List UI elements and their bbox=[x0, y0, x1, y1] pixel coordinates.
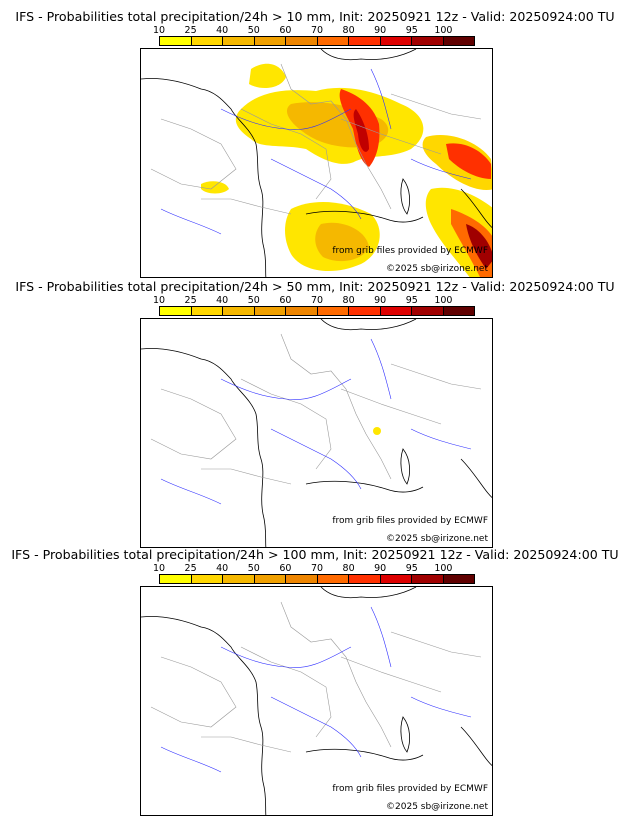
colorbar-tick-label: 95 bbox=[405, 563, 418, 574]
precip-map bbox=[141, 319, 492, 547]
colorbar-segment bbox=[349, 575, 381, 583]
colorbar-tick-label: 50 bbox=[247, 295, 260, 306]
country-borders bbox=[150, 333, 482, 485]
colorbar-segment bbox=[380, 575, 412, 583]
colorbar-segment bbox=[380, 37, 412, 45]
colorbar-tick-label: 95 bbox=[405, 295, 418, 306]
credit-source: from grib files provided by ECMWF bbox=[332, 246, 488, 256]
colorbar-segment bbox=[286, 37, 318, 45]
colorbar-tick-label: 90 bbox=[374, 563, 387, 574]
colorbar-tick-label: 10 bbox=[152, 295, 166, 306]
panel-title: IFS - Probabilities total precipitation/… bbox=[15, 9, 615, 24]
colorbar-segment bbox=[286, 307, 318, 315]
map-area: from grib files provided by ECMWF ©2025 … bbox=[140, 318, 493, 548]
colorbar-segment bbox=[254, 37, 286, 45]
rivers bbox=[160, 606, 472, 773]
map-panel-100mm: IFS - Probabilities total precipitation/… bbox=[0, 548, 630, 816]
rivers bbox=[160, 68, 472, 235]
colorbar-tick-label: 25 bbox=[184, 563, 197, 574]
colorbar-ticks: 10 25 40 50 60 70 80 90 95 100 bbox=[0, 564, 630, 576]
colorbar-segment bbox=[286, 575, 318, 583]
colorbar-tick-label: 60 bbox=[279, 563, 292, 574]
colorbar-tick-label: 10 bbox=[152, 25, 166, 36]
colorbar-tick-label: 25 bbox=[184, 25, 197, 36]
colorbar-tick-label: 25 bbox=[184, 295, 197, 306]
colorbar bbox=[159, 36, 475, 46]
rivers bbox=[160, 338, 472, 505]
credit-source: from grib files provided by ECMWF bbox=[332, 784, 488, 794]
colorbar-tick-label: 50 bbox=[247, 563, 260, 574]
colorbar-tick-label: 100 bbox=[434, 563, 453, 574]
colorbar-segment bbox=[254, 575, 286, 583]
colorbar-segment bbox=[223, 37, 255, 45]
credit-copyright: ©2025 sb@irizone.net bbox=[386, 264, 488, 274]
colorbar-segment bbox=[317, 307, 349, 315]
colorbar-tick-label: 90 bbox=[374, 25, 387, 36]
colorbar-tick-label: 40 bbox=[216, 295, 229, 306]
colorbar-segment bbox=[160, 37, 192, 45]
colorbar-tick-label: 90 bbox=[374, 295, 387, 306]
colorbar-segment bbox=[443, 575, 474, 583]
colorbar bbox=[159, 574, 475, 584]
colorbar-segment bbox=[223, 575, 255, 583]
colorbar-tick-label: 50 bbox=[247, 25, 260, 36]
colorbar-tick-label: 100 bbox=[434, 25, 453, 36]
panel-title: IFS - Probabilities total precipitation/… bbox=[11, 547, 619, 562]
colorbar-tick-label: 80 bbox=[342, 295, 355, 306]
map-area: from grib files provided by ECMWF ©2025 … bbox=[140, 48, 493, 278]
colorbar-tick-label: 40 bbox=[216, 563, 229, 574]
colorbar-tick-label: 80 bbox=[342, 25, 355, 36]
colorbar-segment bbox=[349, 37, 381, 45]
country-borders bbox=[150, 601, 482, 753]
colorbar-tick-label: 40 bbox=[216, 25, 229, 36]
colorbar-segment bbox=[254, 307, 286, 315]
credit-copyright: ©2025 sb@irizone.net bbox=[386, 802, 488, 812]
country-borders bbox=[150, 63, 482, 215]
precipitation-field bbox=[201, 63, 492, 277]
colorbar-segment bbox=[191, 307, 223, 315]
colorbar-segment bbox=[443, 37, 474, 45]
colorbar-segment bbox=[380, 307, 412, 315]
credit-copyright: ©2025 sb@irizone.net bbox=[386, 534, 488, 544]
colorbar-tick-label: 95 bbox=[405, 25, 418, 36]
colorbar-tick-label: 70 bbox=[310, 295, 324, 306]
coastline bbox=[141, 319, 492, 547]
colorbar-segment bbox=[412, 37, 444, 45]
colorbar bbox=[159, 306, 475, 316]
colorbar-tick-label: 100 bbox=[434, 295, 453, 306]
colorbar-segment bbox=[317, 37, 349, 45]
colorbar-tick-label: 70 bbox=[310, 563, 324, 574]
colorbar-tick-label: 80 bbox=[342, 563, 355, 574]
colorbar-segment bbox=[223, 307, 255, 315]
colorbar-tick-label: 60 bbox=[279, 295, 292, 306]
map-area: from grib files provided by ECMWF ©2025 … bbox=[140, 586, 493, 816]
colorbar-tick-label: 70 bbox=[310, 25, 324, 36]
panel-title: IFS - Probabilities total precipitation/… bbox=[15, 279, 615, 294]
colorbar-segment bbox=[160, 307, 192, 315]
colorbar-ticks: 10 25 40 50 60 70 80 90 95 100 bbox=[0, 26, 630, 38]
colorbar-ticks: 10 25 40 50 60 70 80 90 95 100 bbox=[0, 296, 630, 308]
credit-source: from grib files provided by ECMWF bbox=[332, 516, 488, 526]
colorbar-segment bbox=[349, 307, 381, 315]
precipitation-field bbox=[373, 427, 381, 435]
colorbar-tick-label: 60 bbox=[279, 25, 292, 36]
precip-map bbox=[141, 49, 492, 277]
colorbar-segment bbox=[317, 575, 349, 583]
coastline bbox=[141, 587, 492, 815]
colorbar-segment bbox=[191, 575, 223, 583]
map-panel-50mm: IFS - Probabilities total precipitation/… bbox=[0, 280, 630, 548]
colorbar-segment bbox=[443, 307, 474, 315]
coastline bbox=[141, 49, 492, 277]
precip-map bbox=[141, 587, 492, 815]
colorbar-segment bbox=[160, 575, 192, 583]
colorbar-segment bbox=[191, 37, 223, 45]
map-panel-10mm: IFS - Probabilities total precipitation/… bbox=[0, 10, 630, 278]
colorbar-segment bbox=[412, 307, 444, 315]
colorbar-segment bbox=[412, 575, 444, 583]
colorbar-tick-label: 10 bbox=[152, 563, 166, 574]
